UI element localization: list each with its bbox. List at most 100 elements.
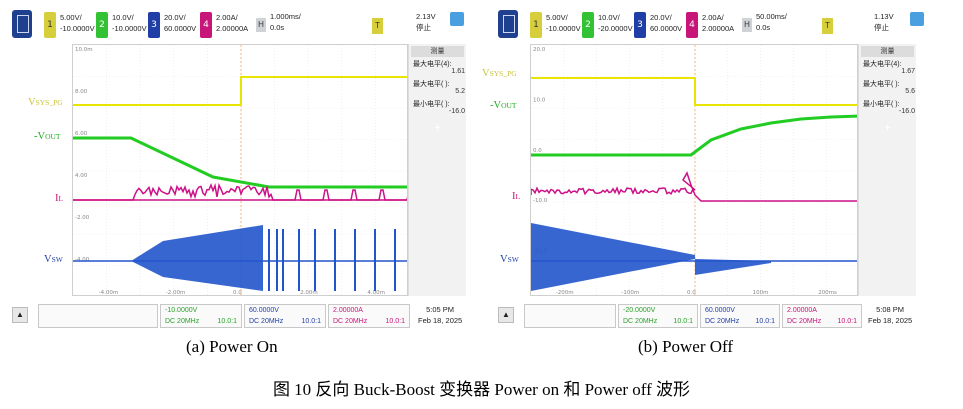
vsys-main: V	[28, 97, 36, 108]
channel-2-bottom-cell[interactable]: -20.0000V DC 20MHz 10.0:1	[618, 304, 698, 328]
screen-icon[interactable]	[910, 12, 924, 26]
channel-1-setting[interactable]: 1 5.00V/ -10.0000V	[44, 10, 90, 40]
il-label-b: IL	[512, 191, 520, 202]
channel-4-setting[interactable]: 4 2.00A/2.00000A	[200, 10, 246, 40]
measurement-row[interactable]: 最小电平( ): -16.0	[409, 97, 466, 117]
measurement-value: 1.61	[451, 68, 465, 75]
vsw-label-a: VSW	[44, 254, 63, 265]
trigger-values: 2.13V 停止	[416, 11, 436, 33]
measurement-label: 最小电平( ):	[863, 99, 900, 109]
cell-offset: -20.0000V	[623, 305, 655, 316]
expand-arrow-button[interactable]: ▲	[12, 307, 28, 323]
vout-label-a: -VOUT	[34, 131, 61, 142]
measurement-value: -16.0	[449, 108, 465, 115]
add-measurement-button[interactable]: +	[865, 121, 910, 135]
scope-menu-icon[interactable]	[12, 10, 32, 38]
channel-2-badge: 2	[96, 12, 108, 38]
trigger-level: 1.13V	[874, 12, 894, 21]
waveform-display: 20.010.00.0-10.0-20.0-200m-100m0.0100m20…	[530, 44, 858, 296]
channel-1-bottom-cell[interactable]	[524, 304, 616, 328]
cell-probe: 10.0:1	[302, 316, 321, 327]
vsw-label-b: VSW	[500, 254, 519, 265]
time-tick-label: 100m	[753, 290, 769, 296]
channel-2-bottom-cell[interactable]: -10.0000V DC 20MHz 10.0:1	[160, 304, 242, 328]
trigger-values: 1.13V 停止	[874, 11, 894, 33]
vsw-envelope	[131, 225, 263, 291]
vsys-pg-trace	[73, 77, 408, 105]
cell-coupling: DC 20MHz	[623, 316, 657, 327]
trigger-level: 2.13V	[416, 12, 436, 21]
channel-2-offset: -10.0000V	[112, 24, 147, 33]
timebase-setting[interactable]: 50.00ms/0.0s	[756, 11, 787, 33]
cell-offset: 60.0000V	[249, 305, 279, 316]
channel-2-setting[interactable]: 2 10.0V/ -10.0000V	[96, 10, 142, 40]
measurement-row[interactable]: 最大电平( ): 5.6	[859, 77, 916, 97]
channel-3-bottom-cell[interactable]: 60.0000V DC 20MHz 10.0:1	[700, 304, 780, 328]
cell-probe: 10.0:1	[756, 316, 775, 327]
timebase-setting[interactable]: 1.000ms/0.0s	[270, 11, 301, 33]
vout-trace	[531, 116, 858, 155]
waveform-svg: 20.010.00.0-10.0-20.0-200m-100m0.0100m20…	[531, 45, 858, 296]
trigger-button[interactable]: T	[372, 18, 383, 34]
scale-label: 10.0	[533, 97, 546, 103]
channel-2-scale: 10.0V/	[598, 13, 620, 22]
vsys-sub: SYS_PG	[36, 98, 63, 107]
channel-1-bottom-cell[interactable]	[38, 304, 158, 328]
scale-label: 10.0m	[75, 47, 93, 53]
measurement-row[interactable]: 最大电平(4): 1.67	[859, 57, 916, 77]
vsw-main: V	[44, 254, 52, 265]
caption-power-off: (b) Power Off	[638, 337, 733, 357]
measurement-panel: 测量 最大电平(4): 1.61 最大电平( ): 5.2 最小电平( ): -16.…	[408, 44, 466, 296]
channel-4-badge: 4	[200, 12, 212, 38]
channel-3-offset: 60.0000V	[164, 24, 196, 33]
horizontal-button[interactable]: H	[256, 18, 266, 32]
cell-probe: 10.0:1	[386, 316, 405, 327]
vout-main: -V	[490, 100, 501, 111]
add-measurement-button[interactable]: +	[415, 121, 460, 135]
measurement-row[interactable]: 最小电平( ): -16.0	[859, 97, 916, 117]
scope-menu-icon[interactable]	[498, 10, 518, 38]
channel-4-offset: 2.00000A	[702, 24, 734, 33]
horizontal-button[interactable]: H	[742, 18, 752, 32]
clock-date: Feb 18, 2025	[418, 316, 462, 325]
channel-3-setting[interactable]: 3 20.0V/60.0000V	[634, 10, 680, 40]
channel-2-setting[interactable]: 2 10.0V/ -20.0000V	[582, 10, 628, 40]
measurement-row[interactable]: 最大电平(4): 1.61	[409, 57, 466, 77]
channel-3-bottom-cell[interactable]: 60.0000V DC 20MHz 10.0:1	[244, 304, 326, 328]
channel-4-setting[interactable]: 4 2.00A/2.00000A	[686, 10, 732, 40]
vout-main: -V	[34, 131, 45, 142]
vsys-pg-label-a: VSYS_PG	[28, 97, 63, 108]
channel-4-badge: 4	[686, 12, 698, 38]
time-tick-label: -100m	[621, 290, 639, 296]
measurement-label: 最大电平( ):	[413, 79, 450, 89]
measurement-row[interactable]: 最大电平( ): 5.2	[409, 77, 466, 97]
scope-bottom-bar: ▲ -10.0000V DC 20MHz 10.0:1 60.0000V DC 20M…	[10, 302, 466, 330]
cell-probe: 10.0:1	[838, 316, 857, 327]
channel-3-scale: 20.0V/	[164, 13, 186, 22]
expand-arrow-button[interactable]: ▲	[498, 307, 514, 323]
waveform-svg: 10.0m 8.00 6.00 4.00 -2.00 -4.00 -4.00m -2.00m 0…	[73, 45, 408, 296]
timebase-scale: 50.00ms/	[756, 12, 787, 21]
channel-4-bottom-cell[interactable]: 2.00000A DC 20MHz 10.0:1	[782, 304, 862, 328]
time-tick-label: 200ms	[818, 290, 837, 296]
measurement-value: 5.2	[455, 88, 465, 95]
channel-1-badge: 1	[530, 12, 542, 38]
vsw-sub: SW	[52, 255, 63, 264]
channel-4-offset: 2.00000A	[216, 24, 248, 33]
caption-power-on: (a) Power On	[186, 337, 278, 357]
il-trace	[531, 173, 858, 201]
vout-trace	[73, 138, 408, 187]
trigger-button[interactable]: T	[822, 18, 833, 34]
scope-top-bar: 1 5.00V/-10.0000V 2 10.0V/-20.0000V 3 20…	[496, 6, 952, 44]
channel-4-bottom-cell[interactable]: 2.00000A DC 20MHz 10.0:1	[328, 304, 410, 328]
scope-panel-power-off: 1 5.00V/-10.0000V 2 10.0V/-20.0000V 3 20…	[496, 6, 952, 331]
scope-bottom-bar: ▲ -20.0000V DC 20MHz 10.0:1 60.0000V DC 20M…	[496, 302, 952, 330]
channel-3-badge: 3	[148, 12, 160, 38]
channel-3-setting[interactable]: 3 20.0V/60.0000V	[148, 10, 194, 40]
channel-1-setting[interactable]: 1 5.00V/ -10.0000V	[530, 10, 576, 40]
cell-offset: -10.0000V	[165, 305, 197, 316]
channel-1-values: 5.00V/ -10.0000V	[60, 12, 95, 34]
vsw-main: V	[500, 254, 508, 265]
screen-icon[interactable]	[450, 12, 464, 26]
figure-caption: 图 10 反向 Buck-Boost 变换器 Power on 和 Power …	[0, 375, 963, 400]
